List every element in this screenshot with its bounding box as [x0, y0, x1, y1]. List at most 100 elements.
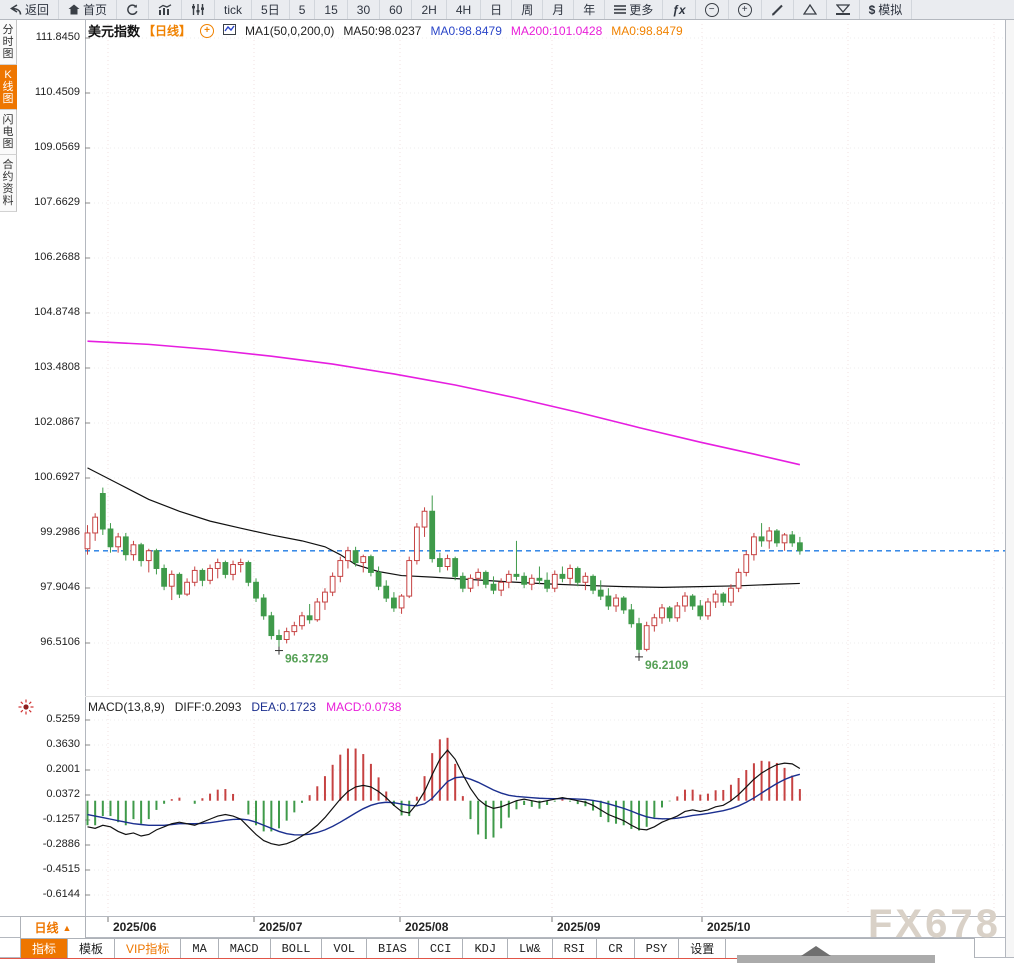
- zoom-out-icon: −: [704, 2, 719, 17]
- price-axis-label: 109.0569: [34, 141, 80, 153]
- period-15min-button[interactable]: 15: [315, 0, 348, 19]
- period-month-button[interactable]: 月: [543, 0, 575, 19]
- sidebar-item-lightning-chart[interactable]: 闪电图: [0, 110, 17, 155]
- drawer-expand-arrow-icon[interactable]: [801, 946, 831, 956]
- period-label: 【日线】: [143, 24, 192, 38]
- trend-chart-button[interactable]: [149, 0, 183, 19]
- macd-dea-value: DEA:0.1723: [251, 700, 317, 714]
- ma50-value: MA50:98.0237: [343, 23, 422, 38]
- price-axis-label: 107.6629: [34, 196, 80, 208]
- x-axis-label: 2025/08: [405, 920, 449, 934]
- home-icon: [68, 4, 80, 15]
- price-axis-label: 106.2688: [34, 251, 80, 263]
- candle-settings-button[interactable]: [182, 0, 216, 19]
- price-axis-label: 111.8450: [35, 31, 80, 43]
- period-tick-button[interactable]: tick: [215, 0, 253, 19]
- tab-lwr[interactable]: LW&: [508, 939, 553, 958]
- macd-axis-label: -0.6144: [42, 888, 80, 900]
- trend-chart-icon: [158, 4, 172, 15]
- simulate-trade-button[interactable]: $ 模拟: [860, 0, 913, 19]
- tab-boll[interactable]: BOLL: [270, 939, 323, 958]
- sidebar-item-kline-chart[interactable]: K线图: [0, 65, 17, 110]
- period-day-button[interactable]: 日: [481, 0, 513, 19]
- period-30min-button[interactable]: 30: [348, 0, 381, 19]
- back-button[interactable]: 返回: [0, 0, 60, 19]
- period-year-button[interactable]: 年: [574, 0, 606, 19]
- right-scrollbar-gutter[interactable]: [1005, 19, 1014, 957]
- shape-down-button[interactable]: [827, 0, 860, 19]
- formula-button[interactable]: ƒx: [663, 0, 696, 19]
- tab-ma[interactable]: MA: [181, 939, 219, 958]
- macd-axis-label: 0.0372: [46, 788, 80, 800]
- menu-icon: [614, 5, 627, 14]
- tab-macd[interactable]: MACD: [218, 939, 271, 958]
- macd-axis-label: 0.3630: [46, 738, 80, 750]
- footer-accent-line: [0, 958, 737, 959]
- bottom-drawer-bar[interactable]: [737, 955, 935, 963]
- x-axis-label: 2025/10: [707, 920, 751, 934]
- more-button[interactable]: 更多: [605, 0, 664, 19]
- zoom-in-icon: +: [737, 2, 752, 17]
- period-week-button[interactable]: 周: [512, 0, 544, 19]
- period-selector[interactable]: 日线 ▲: [20, 916, 86, 939]
- ma200-value: MA200:101.0428: [510, 23, 603, 38]
- macd-title: MACD(13,8,9): [88, 700, 165, 714]
- triangle-up-icon: ▲: [62, 922, 72, 933]
- macd-axis-label: -0.4515: [42, 863, 80, 875]
- home-button[interactable]: 首页: [59, 0, 118, 19]
- pencil-icon: [771, 4, 784, 16]
- tab-cci[interactable]: CCI: [418, 939, 464, 958]
- tab-kdj[interactable]: KDJ: [463, 939, 509, 958]
- draw-button[interactable]: [762, 0, 794, 19]
- zoom-in-button[interactable]: +: [729, 0, 762, 19]
- ma-settings-label: MA1(50,0,200,0): [245, 23, 335, 38]
- ma0-orange-value: MA0:98.8479: [611, 23, 683, 38]
- price-axis-label: 104.8748: [34, 306, 80, 318]
- tab-rsi[interactable]: RSI: [552, 939, 598, 958]
- sidebar-item-time-chart[interactable]: 分时图: [0, 20, 17, 65]
- macd-axis-label: 0.2001: [46, 763, 80, 775]
- price-axis-label: 103.4808: [34, 361, 80, 373]
- triangle-down-outline-icon: [835, 4, 850, 15]
- macd-axis-label: -0.1257: [42, 813, 80, 825]
- sidebar-item-contract-info[interactable]: 合约资料: [0, 155, 17, 212]
- macd-axis-label: -0.2886: [42, 838, 80, 850]
- chart-type-sidebar: 分时图 K线图 闪电图 合约资料: [0, 20, 17, 212]
- price-axis-label: 100.6927: [34, 471, 80, 483]
- add-overlay-icon[interactable]: +: [200, 23, 215, 38]
- tab-vip-indicator[interactable]: VIP指标: [115, 939, 182, 958]
- period-5min-button[interactable]: 5: [290, 0, 316, 19]
- refresh-icon: [126, 3, 139, 16]
- period-2h-button[interactable]: 2H: [412, 0, 447, 19]
- shape-up-button[interactable]: [794, 0, 827, 19]
- macd-settings-sun-icon[interactable]: [18, 699, 34, 715]
- period-5day-button[interactable]: 5日: [252, 0, 290, 19]
- tab-indicator[interactable]: 指标: [21, 939, 69, 958]
- sliders-icon: [191, 4, 205, 15]
- tab-settings[interactable]: 设置: [679, 939, 727, 958]
- period-60min-button[interactable]: 60: [380, 0, 413, 19]
- watermark: FX678: [868, 902, 1001, 946]
- price-axis-label: 96.5106: [40, 636, 80, 648]
- price-axis-label: 102.0867: [34, 416, 80, 428]
- svg-text:96.2109: 96.2109: [645, 658, 689, 672]
- chart-legend: 美元指数 【日线】 + MA1(50,0,200,0) MA50:98.0237…: [88, 21, 683, 40]
- tab-vol[interactable]: VOL: [322, 939, 368, 958]
- x-axis-label: 2025/06: [113, 920, 157, 934]
- macd-bottom-border: [0, 916, 1005, 917]
- xaxis-bottom-border: [0, 937, 1014, 938]
- price-axis-label: 97.9046: [40, 581, 80, 593]
- zoom-out-button[interactable]: −: [696, 0, 729, 19]
- ma0-blue-value: MA0:98.8479: [430, 23, 502, 38]
- tab-bias[interactable]: BIAS: [367, 939, 419, 958]
- indicator-tabs: 指标 模板 VIP指标 MA MACD BOLL VOL BIAS CCI KD…: [20, 938, 976, 958]
- tab-template[interactable]: 模板: [68, 939, 116, 958]
- macd-macd-value: MACD:0.0738: [326, 700, 402, 714]
- tab-psy[interactable]: PSY: [634, 939, 680, 958]
- refresh-button[interactable]: [117, 0, 150, 19]
- indicator-chart-icon[interactable]: [223, 23, 237, 38]
- tab-cr[interactable]: CR: [597, 939, 635, 958]
- period-4h-button[interactable]: 4H: [447, 0, 482, 19]
- macd-axis-label: 0.5259: [46, 713, 80, 725]
